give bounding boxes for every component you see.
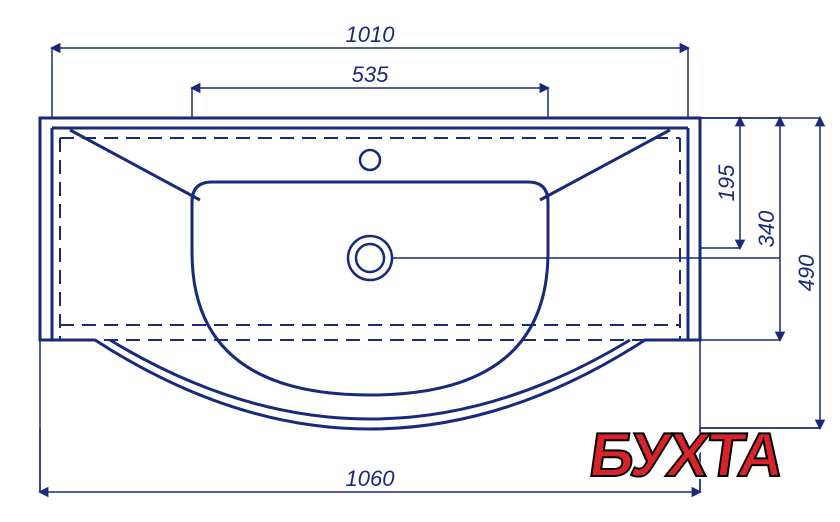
dimension-value: 1010 bbox=[346, 22, 396, 47]
basin-outline bbox=[192, 182, 548, 395]
dimension-value: 1060 bbox=[346, 466, 396, 491]
rib-right bbox=[540, 130, 670, 200]
rib-left bbox=[70, 130, 200, 200]
sink-outer-outline bbox=[40, 118, 700, 429]
drain-outer bbox=[348, 236, 392, 280]
logo-text: БУХТА bbox=[585, 421, 786, 490]
dimension-value: 195 bbox=[714, 164, 739, 201]
dimension-value: 490 bbox=[794, 254, 819, 291]
dimension-value: 535 bbox=[352, 62, 389, 87]
dimension-value: 340 bbox=[754, 210, 779, 247]
faucet-hole bbox=[360, 150, 380, 170]
drain-inner bbox=[356, 244, 384, 272]
watermark-logo: БУХТА bbox=[585, 420, 787, 491]
